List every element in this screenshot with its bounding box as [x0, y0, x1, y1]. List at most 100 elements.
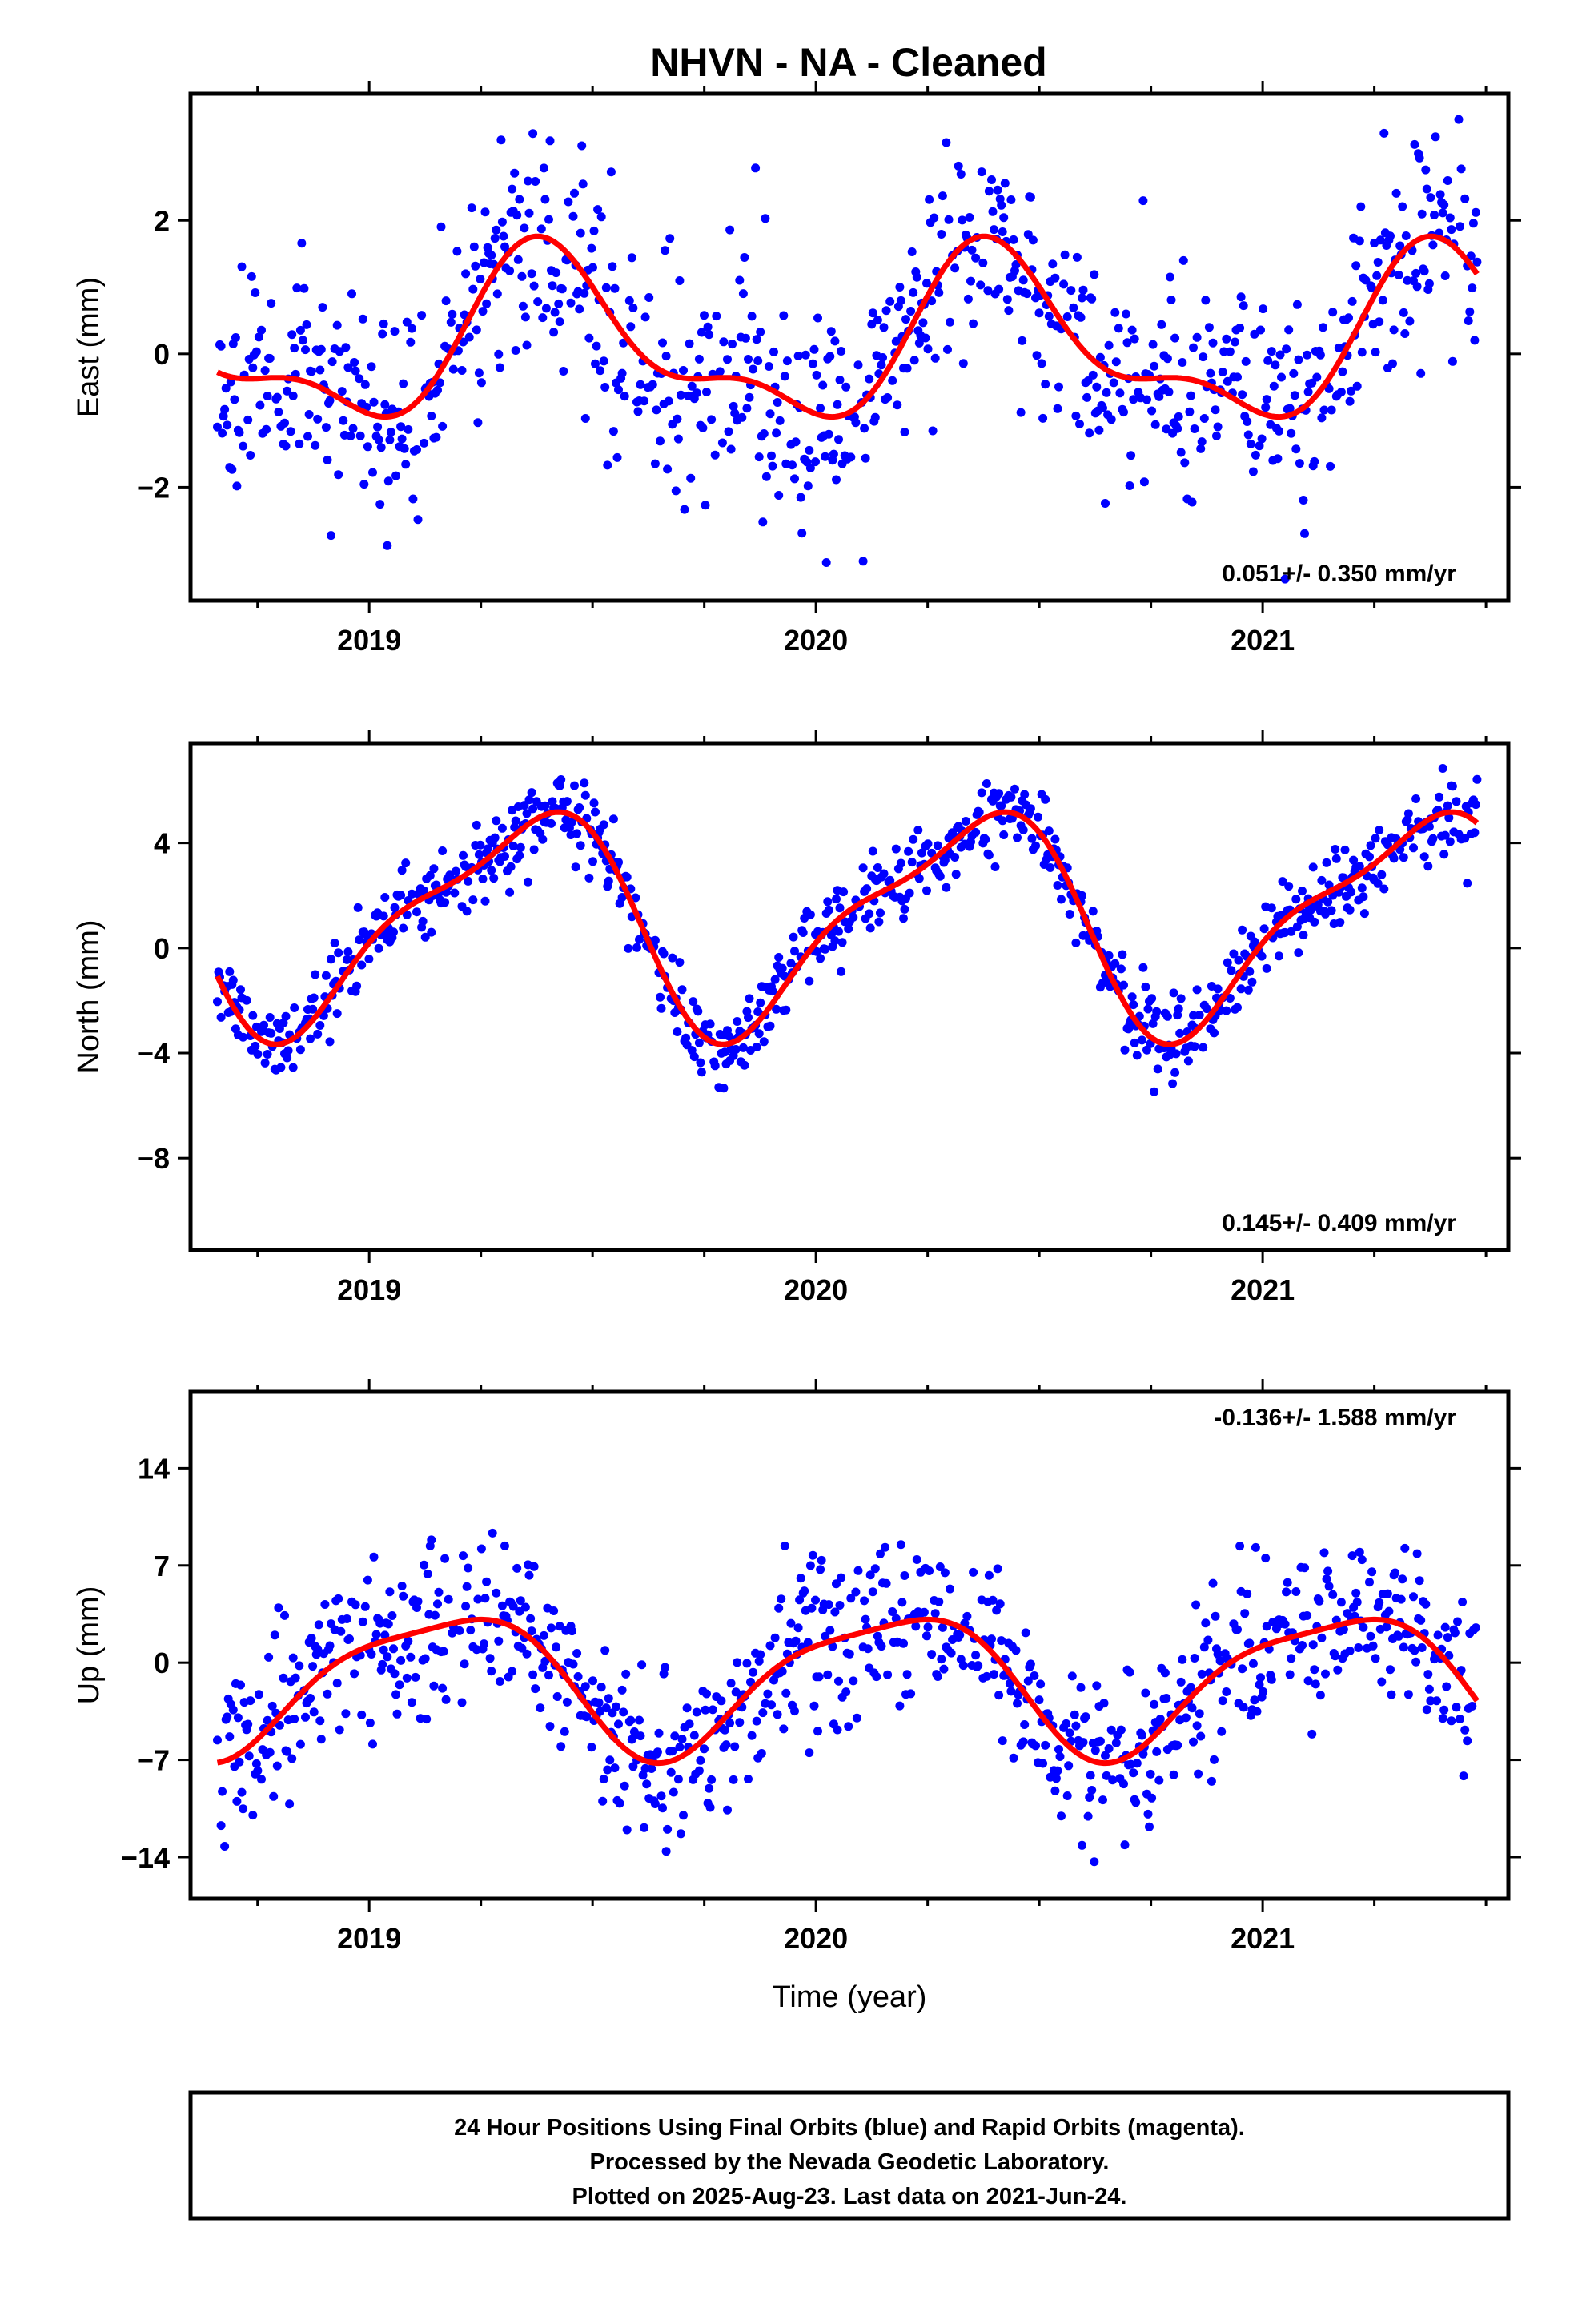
up-data-point: [881, 1542, 890, 1552]
north-data-point: [693, 1007, 703, 1016]
east-data-point: [1122, 309, 1130, 319]
north-data-point: [950, 853, 960, 862]
east-data-point: [883, 393, 893, 402]
up-data-point: [656, 1791, 666, 1801]
up-data-point: [439, 1647, 448, 1656]
north-data-point: [288, 1063, 298, 1072]
up-data-point: [1339, 1625, 1348, 1634]
east-data-point: [1440, 271, 1450, 280]
up-data-point: [809, 1701, 819, 1711]
east-data-point: [1285, 404, 1295, 413]
east-data-point: [1054, 382, 1063, 392]
north-data-point: [1120, 1045, 1130, 1055]
north-data-point: [1057, 895, 1066, 904]
up-data-point: [272, 1761, 282, 1771]
east-data-point: [404, 424, 413, 434]
east-data-point: [363, 442, 372, 452]
north-data-point: [798, 928, 808, 937]
north-data-point: [429, 864, 439, 874]
east-data-point: [1032, 351, 1042, 360]
north-data-point: [374, 943, 383, 953]
up-data-point: [774, 1603, 784, 1613]
east-data-point: [930, 213, 939, 223]
north-data-point: [251, 1041, 260, 1051]
up-data-point: [1018, 1737, 1028, 1747]
east-data-point: [967, 245, 977, 255]
east-data-point: [969, 319, 978, 328]
up-data-point: [1443, 1633, 1452, 1642]
north-data-point: [1247, 977, 1257, 987]
north-data-point: [1168, 1079, 1178, 1088]
east-data-point: [1419, 267, 1429, 276]
east-data-point: [861, 453, 870, 463]
east-data-point: [295, 439, 304, 448]
up-data-point: [1255, 1680, 1264, 1690]
up-data-point: [796, 1574, 805, 1583]
east-data-point: [318, 303, 327, 312]
north-data-point: [835, 903, 845, 913]
north-data-point: [837, 938, 847, 947]
east-data-point: [1447, 356, 1457, 366]
up-data-point: [661, 1847, 671, 1856]
up-data-point: [777, 1667, 787, 1676]
up-data-point: [280, 1610, 289, 1620]
north-data-point: [1292, 922, 1302, 931]
east-data-point: [879, 323, 889, 332]
east-data-point: [265, 354, 275, 363]
east-data-point: [1401, 231, 1411, 240]
east-data-point: [433, 385, 442, 395]
east-data-point: [1101, 499, 1110, 508]
east-data-point: [697, 328, 706, 337]
east-data-point: [1000, 179, 1010, 188]
up-data-point: [223, 1712, 232, 1722]
up-data-point: [1023, 1676, 1033, 1686]
east-data-point: [1411, 268, 1421, 278]
north-data-point: [397, 866, 407, 875]
up-data-point: [508, 1667, 517, 1676]
up-data-point: [1359, 1622, 1368, 1632]
up-data-point: [397, 1582, 407, 1590]
north-data-point: [1262, 963, 1271, 973]
east-data-point: [661, 246, 670, 255]
east-data-point: [1238, 390, 1247, 400]
north-data-point: [876, 908, 885, 918]
east-data-point: [401, 460, 411, 469]
east-data-point: [1125, 481, 1134, 490]
east-data-point: [914, 338, 924, 348]
up-data-point: [777, 1594, 786, 1604]
east-data-point: [965, 213, 974, 222]
north-data-point: [1357, 883, 1367, 893]
east-data-point: [360, 380, 370, 389]
north-frame: [188, 741, 1511, 1252]
north-data-point: [1192, 985, 1202, 995]
north-data-point: [1308, 862, 1318, 872]
up-data-point: [301, 1712, 310, 1722]
north-data-point: [753, 1007, 763, 1016]
north-data-point: [1299, 931, 1308, 940]
up-data-point: [841, 1687, 851, 1697]
east-data-point: [1092, 382, 1102, 392]
north-data-point: [998, 816, 1007, 826]
east-data-point: [1259, 304, 1268, 314]
east-data-point: [1326, 461, 1335, 471]
east-data-point: [1391, 188, 1401, 198]
north-data-point: [1419, 852, 1429, 862]
north-data-point: [1317, 875, 1327, 885]
east-data-point: [747, 312, 757, 321]
east-data-point: [1094, 425, 1104, 435]
east-data-point: [901, 315, 910, 324]
up-data-point: [844, 1722, 853, 1731]
up-data-point: [216, 1821, 226, 1831]
east-data-point: [873, 316, 882, 325]
up-data-point: [1422, 1705, 1431, 1715]
up-data-point: [934, 1597, 944, 1606]
north-ticks: [178, 730, 1521, 1263]
east-data-point: [1223, 376, 1232, 386]
up-data-point: [984, 1570, 994, 1580]
east-data-point: [599, 356, 608, 366]
east-data-point: [877, 360, 886, 370]
east-data-point: [1050, 273, 1060, 283]
east-data-point: [587, 243, 596, 253]
north-data-point: [752, 1043, 761, 1051]
east-data-point: [1351, 261, 1361, 271]
